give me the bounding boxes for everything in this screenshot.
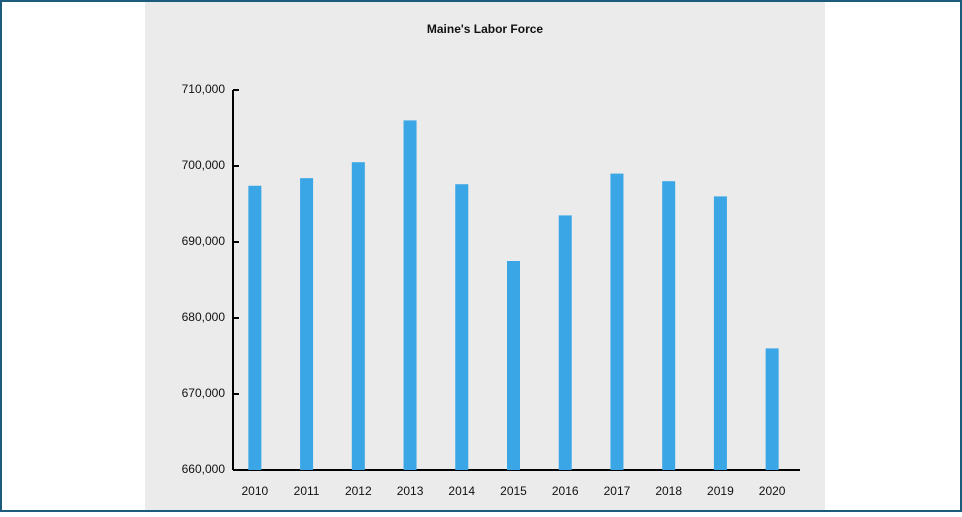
x-tick-label: 2018 [655,484,682,498]
y-tick-label: 700,000 [182,158,226,172]
x-tick-label: 2017 [604,484,631,498]
x-tick-label: 2020 [759,484,786,498]
bar [351,162,365,470]
y-tick-label: 710,000 [182,82,226,96]
bar [300,178,314,470]
x-tick-label: 2010 [242,484,269,498]
x-tick-label: 2016 [552,484,579,498]
bar [662,181,676,470]
bar [455,184,469,471]
y-tick-label: 680,000 [182,310,226,324]
y-tick-label: 660,000 [182,462,226,476]
bar [403,120,417,471]
bar [507,261,520,470]
chart-title: Maine's Labor Force [427,22,544,36]
x-tick-label: 2015 [500,484,527,498]
y-tick-label: 670,000 [182,386,226,400]
x-tick-label: 2012 [345,484,372,498]
x-tick-label: 2013 [397,484,424,498]
x-tick-label: 2011 [294,484,320,498]
bar [713,196,727,470]
bar [765,348,779,470]
x-tick-label: 2019 [707,484,734,498]
bar [248,185,262,470]
y-tick-label: 690,000 [182,234,226,248]
bar [558,215,572,470]
x-tick-label: 2014 [448,484,475,498]
bar [610,173,624,470]
